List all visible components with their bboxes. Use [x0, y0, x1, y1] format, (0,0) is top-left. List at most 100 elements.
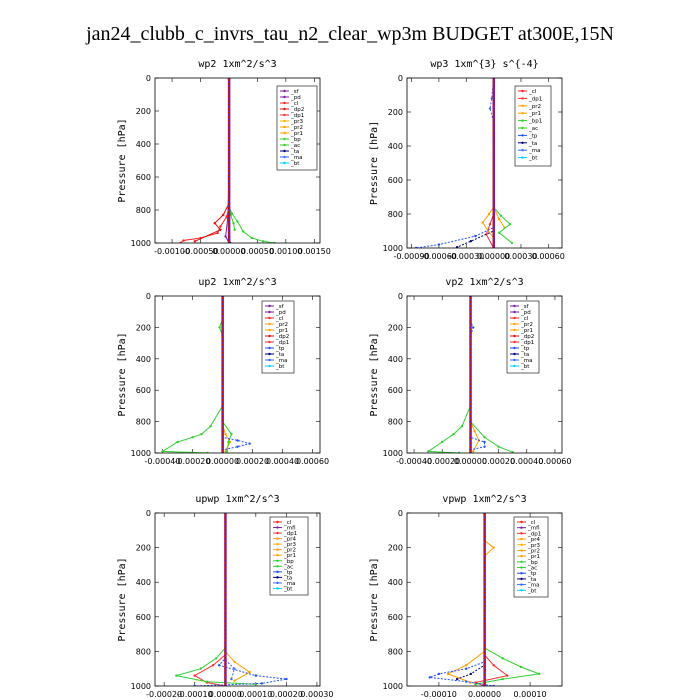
legend-marker [521, 126, 524, 130]
legend-marker [520, 583, 523, 586]
legend-entry: _cl [527, 520, 536, 526]
legend-marker [513, 358, 516, 362]
series-point [497, 445, 500, 448]
profile-marker [483, 658, 486, 662]
legend-entry: _ma [527, 583, 539, 589]
series-point [211, 664, 215, 667]
profile-marker [224, 671, 227, 675]
profile-marker [224, 550, 227, 554]
x-tick-label: 0.00010 [239, 690, 272, 699]
profile-marker [492, 221, 495, 224]
x-tick-label: -0.00060 [421, 252, 457, 261]
legend-marker [276, 581, 279, 585]
profile-marker [224, 650, 227, 653]
profile-marker [227, 204, 231, 207]
profile-marker [492, 212, 495, 216]
series-point [472, 326, 475, 329]
series-point [481, 221, 484, 224]
legend-entry: _ta [283, 575, 292, 581]
y-tick-label: 1000 [131, 239, 151, 248]
legend-entry: _cl [520, 316, 529, 322]
profile-marker [221, 345, 224, 349]
series-point [465, 680, 468, 683]
profile-marker [469, 322, 472, 325]
x-tick-label: -0.00020 [175, 457, 211, 466]
profile-marker [224, 607, 227, 610]
legend-entry: _dp1 [283, 531, 297, 537]
profile-marker [221, 440, 224, 443]
profile-marker [469, 349, 472, 353]
profile-marker [492, 234, 495, 237]
profile-marker [469, 400, 472, 404]
x-tick-label: 0.00000 [206, 457, 239, 466]
axes-frame [406, 512, 563, 687]
x-tick-label: 0.00000 [468, 690, 501, 699]
profile-marker [483, 645, 486, 649]
legend-entry: _bt [528, 156, 538, 162]
profile-marker [224, 546, 227, 549]
series-point [248, 670, 251, 674]
series-line [193, 513, 226, 686]
profile-marker [224, 667, 227, 670]
legend-entry: _dp1 [275, 340, 289, 346]
series-point [488, 223, 492, 226]
profile-marker [492, 123, 495, 126]
panel-title: up2 1xm^2/s^3 [198, 277, 276, 288]
profile-marker [492, 200, 495, 203]
profile-marker [469, 385, 472, 388]
legend-entry: _ma [283, 581, 295, 587]
profile-marker [492, 204, 495, 207]
x-tick-label: 0.00020 [236, 457, 269, 466]
x-tick-label: -0.00040 [145, 457, 181, 466]
y-tick-label: 1000 [383, 682, 403, 691]
y-tick-label: 0 [146, 292, 151, 301]
panel-title: upwp 1xm^2/s^3 [195, 494, 279, 505]
series-point [426, 450, 430, 453]
profile-marker [227, 208, 231, 212]
legend: _sf_pd_cl_pr2_pr1_dp2_dp1_tp_ta_ma_bt [506, 300, 540, 374]
x-tick-label: -0.00100 [154, 247, 190, 256]
profile-marker [469, 377, 472, 380]
series-point [511, 451, 514, 453]
legend-entry: _pr3 [283, 542, 297, 548]
profile-marker [221, 334, 224, 337]
profile-marker [221, 377, 224, 380]
profile-marker [492, 195, 495, 199]
profile-marker [469, 424, 472, 427]
profile-marker [224, 520, 227, 523]
profile-marker [224, 524, 227, 528]
profile-marker [492, 140, 495, 143]
legend-entry: _dp1 [527, 531, 541, 537]
legend-entry: _dp2 [290, 107, 304, 113]
legend-marker [268, 358, 271, 362]
y-tick-label: 600 [136, 173, 151, 182]
legend-entry: _pr2 [283, 548, 296, 554]
profile-marker [492, 229, 495, 233]
legend-marker [513, 322, 516, 326]
series-point [488, 107, 492, 110]
profile-marker [224, 620, 227, 623]
series-point [193, 240, 197, 243]
profile-marker [469, 408, 472, 411]
series-point [519, 665, 523, 669]
y-tick-label: 400 [388, 142, 403, 151]
legend-entry: _cl [528, 89, 537, 95]
legend: _sf_pd_cl_pr2_pr1_dp2_dp1_tp_ta_ma_bt [261, 300, 295, 374]
profile-marker [469, 326, 472, 329]
legend-marker [520, 549, 523, 552]
y-axis-label: Pressure [hPa] [117, 332, 128, 416]
legend-marker [520, 520, 523, 524]
legend-entry: _bt [520, 364, 530, 370]
profile-marker [469, 416, 472, 419]
series-point [225, 215, 228, 218]
y-axis-label: Pressure [hPa] [117, 557, 128, 641]
profile-marker [492, 89, 495, 92]
series-line [485, 78, 495, 248]
legend-entry: _tp [283, 570, 293, 576]
y-tick-label: 1000 [131, 682, 151, 691]
profile-marker [469, 318, 472, 321]
profile-marker [483, 602, 486, 605]
legend-marker [521, 149, 524, 152]
legend-marker [283, 143, 286, 147]
profile-marker [492, 225, 495, 228]
